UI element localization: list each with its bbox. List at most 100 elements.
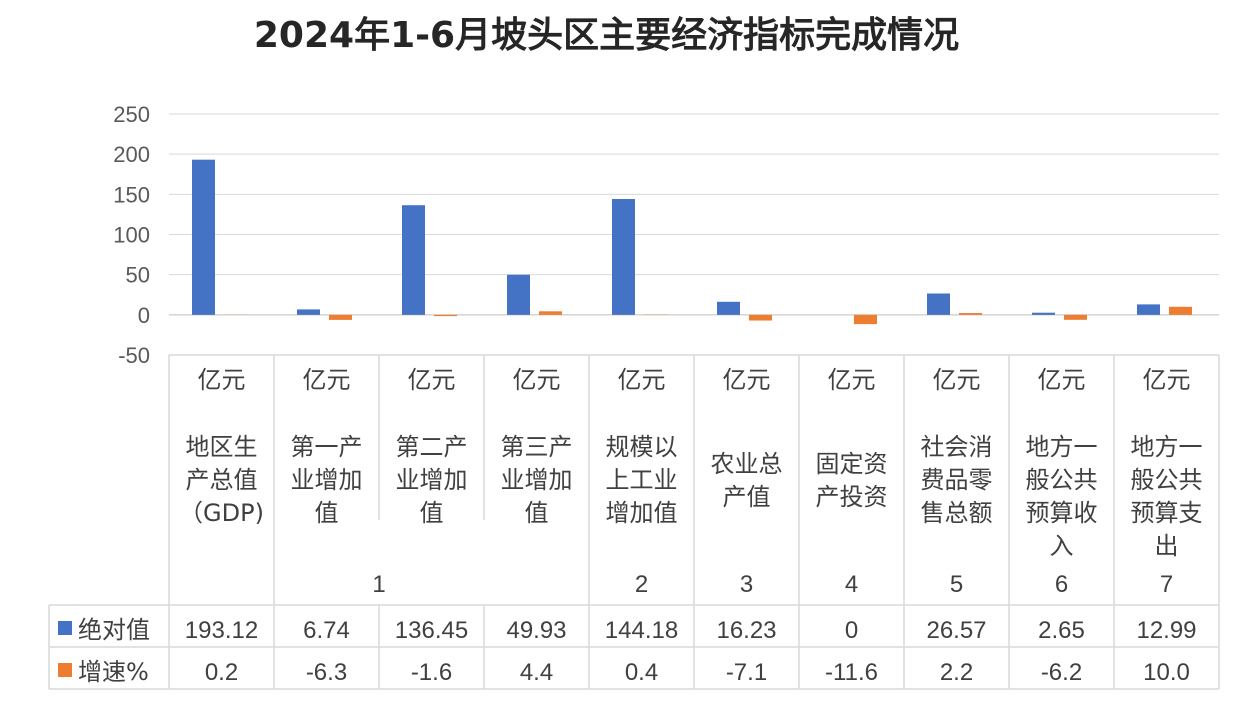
category-label: 上工业 xyxy=(606,466,678,494)
legend-key-growth xyxy=(58,663,72,677)
category-group-number: 4 xyxy=(845,571,858,598)
data-label: -6.2 xyxy=(1041,659,1082,686)
category-label: 社会消 xyxy=(921,433,993,461)
category-label: 业增加 xyxy=(291,466,363,494)
gridlines xyxy=(169,113,1219,316)
category-unit: 亿元 xyxy=(828,366,876,394)
category-label: 固定资 xyxy=(816,450,888,478)
data-label: 0 xyxy=(845,617,858,644)
bar-growth xyxy=(1169,306,1192,315)
category-label: 般公共 xyxy=(1026,466,1098,494)
data-label: 0.2 xyxy=(205,659,238,686)
data-label: 144.18 xyxy=(605,617,678,644)
category-unit: 亿元 xyxy=(933,366,981,394)
data-label: 136.45 xyxy=(395,617,468,644)
category-label: 产投资 xyxy=(816,483,888,511)
category-group-number: 2 xyxy=(635,571,648,598)
bar-absolute xyxy=(612,199,635,315)
chart-title: 2024年1-6月坡头区主要经济指标完成情况 xyxy=(253,15,960,56)
bar-absolute xyxy=(1137,304,1160,315)
category-label: 第二产 xyxy=(396,433,468,461)
category-label: 业增加 xyxy=(501,466,573,494)
legend-label-absolute: 绝对值 xyxy=(78,616,150,644)
category-group-number: 1 xyxy=(372,571,385,598)
category-unit: 亿元 xyxy=(303,366,351,394)
category-label: 规模以 xyxy=(606,433,678,461)
category-unit: 亿元 xyxy=(513,366,561,394)
bar-absolute xyxy=(717,301,740,315)
data-label: 49.93 xyxy=(506,617,566,644)
category-unit: 亿元 xyxy=(618,366,666,394)
bars xyxy=(192,159,1192,325)
data-label: 193.12 xyxy=(185,617,258,644)
data-label: 4.4 xyxy=(520,659,553,686)
bar-absolute xyxy=(927,293,950,315)
legend-label-growth: 增速% xyxy=(78,658,149,686)
data-label: -1.6 xyxy=(411,659,452,686)
data-label: 10.0 xyxy=(1143,659,1190,686)
legend-key-absolute xyxy=(58,621,72,635)
category-unit: 亿元 xyxy=(1143,366,1191,394)
data-label: 2.2 xyxy=(940,659,973,686)
category-label: 售总额 xyxy=(921,499,993,527)
category-label: （GDP) xyxy=(179,499,264,527)
data-label: 0.4 xyxy=(625,659,658,686)
category-label: 地方一 xyxy=(1131,433,1203,461)
bar-growth xyxy=(434,314,457,317)
category-label: 地方一 xyxy=(1026,433,1098,461)
category-label: 出 xyxy=(1155,532,1179,560)
category-group-number: 6 xyxy=(1055,571,1068,598)
bar-absolute xyxy=(297,309,320,315)
category-label: 费品零 xyxy=(921,466,993,494)
bar-absolute xyxy=(402,205,425,315)
category-label: 第三产 xyxy=(501,433,573,461)
category-label: 地区生 xyxy=(186,433,258,461)
data-label: -7.1 xyxy=(726,659,767,686)
category-unit: 亿元 xyxy=(723,366,771,394)
y-tick-label: 100 xyxy=(113,223,150,248)
y-tick-label: 250 xyxy=(113,102,150,127)
y-tick-label: 50 xyxy=(126,263,150,288)
data-label: -6.3 xyxy=(306,659,347,686)
bar-absolute xyxy=(192,159,215,315)
data-label: 2.65 xyxy=(1038,617,1085,644)
data-label: 6.74 xyxy=(303,617,350,644)
y-axis: 250 200 150 100 50 0 -50 xyxy=(113,102,150,368)
category-label: 值 xyxy=(315,499,339,527)
y-tick-label: 0 xyxy=(138,303,150,328)
category-unit: 亿元 xyxy=(408,366,456,394)
bar-growth xyxy=(959,313,982,315)
y-tick-label: 200 xyxy=(113,142,150,167)
category-group-number: 5 xyxy=(950,571,963,598)
data-label: 26.57 xyxy=(926,617,986,644)
category-label: 值 xyxy=(420,499,444,527)
category-label: 业增加 xyxy=(396,466,468,494)
bar-growth xyxy=(539,311,562,315)
data-label: 12.99 xyxy=(1136,617,1196,644)
category-group-number: 7 xyxy=(1160,571,1173,598)
category-label: 预算支 xyxy=(1131,499,1203,527)
y-tick-label: 150 xyxy=(113,182,150,207)
category-label: 入 xyxy=(1050,532,1074,560)
data-label: 16.23 xyxy=(716,617,776,644)
bar-absolute xyxy=(507,274,530,315)
category-unit: 亿元 xyxy=(1038,366,1086,394)
bar-growth xyxy=(1064,314,1087,320)
bar-growth xyxy=(854,314,877,325)
category-group-number: 3 xyxy=(740,571,753,598)
bar-growth xyxy=(329,314,352,320)
category-unit: 亿元 xyxy=(198,366,246,394)
y-tick-label: -50 xyxy=(118,343,150,368)
data-label: -11.6 xyxy=(825,659,878,686)
bar-growth xyxy=(749,314,772,321)
category-label: 产值 xyxy=(723,483,771,511)
category-label: 第一产 xyxy=(291,433,363,461)
bar-absolute xyxy=(1032,312,1055,315)
category-label: 般公共 xyxy=(1131,466,1203,494)
category-label: 增加值 xyxy=(606,499,678,527)
category-label: 产总值 xyxy=(186,466,258,494)
category-label: 值 xyxy=(525,499,549,527)
category-label: 预算收 xyxy=(1026,499,1098,527)
